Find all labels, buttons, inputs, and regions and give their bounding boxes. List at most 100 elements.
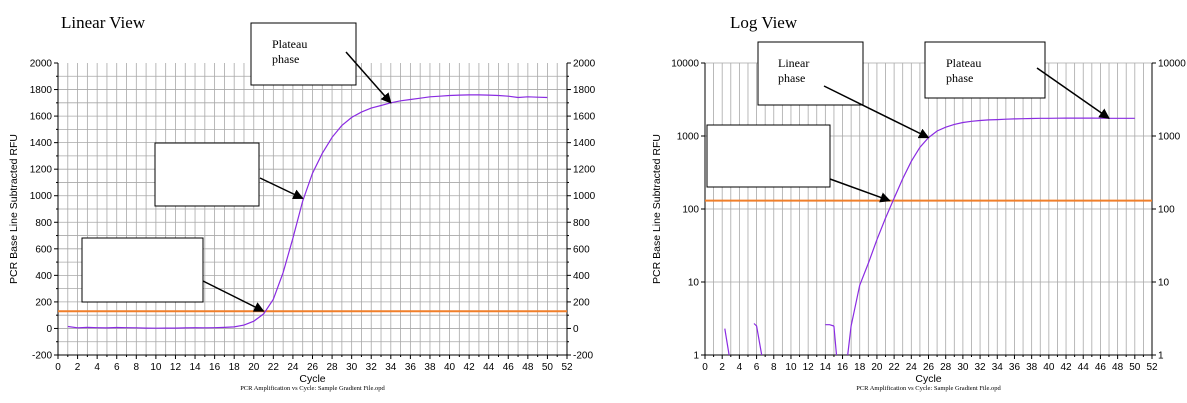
x-tick-label: 14 — [820, 362, 832, 373]
y-tick-label-left: 1400 — [30, 138, 53, 149]
amplification-curve — [833, 325, 838, 356]
x-tick-label: 42 — [464, 362, 476, 373]
amplification-curve — [753, 323, 763, 356]
annotation-label-line: phase — [272, 52, 299, 66]
x-tick-label: 42 — [1060, 362, 1072, 373]
x-tick-label: 4 — [94, 362, 100, 373]
x-tick-label: 24 — [906, 362, 918, 373]
x-tick-label: 50 — [542, 362, 554, 373]
y-tick-label-right: 1000 — [1158, 132, 1181, 143]
x-tick-label: 32 — [366, 362, 378, 373]
x-tick-label: 44 — [483, 362, 495, 373]
y-axis-label: PCR Base Line Subtracted RFU — [651, 134, 663, 284]
x-tick-label: 2 — [75, 362, 81, 373]
x-tick-label: 16 — [209, 362, 221, 373]
x-tick-label: 44 — [1078, 362, 1090, 373]
x-tick-label: 12 — [803, 362, 815, 373]
y-tick-label-right: 1800 — [573, 85, 596, 96]
x-tick-label: 10 — [785, 362, 797, 373]
y-tick-label-right: 0 — [573, 324, 579, 335]
y-tick-label-right: 400 — [573, 271, 590, 282]
x-tick-label: 30 — [346, 362, 358, 373]
y-tick-label-right: -200 — [573, 351, 593, 362]
x-tick-label: 4 — [737, 362, 743, 373]
y-tick-label-left: 800 — [35, 218, 52, 229]
y-tick-label-right: 1 — [1158, 351, 1164, 362]
x-tick-label: 46 — [503, 362, 515, 373]
x-tick-label: 8 — [134, 362, 140, 373]
annotation-label-line: phase — [946, 71, 973, 85]
chart-caption: PCR Amplification vs Cycle: Sample Gradi… — [856, 385, 1001, 392]
annotation-box — [757, 41, 864, 106]
x-tick-label: 40 — [1043, 362, 1055, 373]
y-tick-label-left: 600 — [35, 244, 52, 255]
y-tick-label-left: 1600 — [30, 112, 53, 123]
x-tick-label: 38 — [1026, 362, 1038, 373]
y-tick-label-left: 1000 — [677, 132, 700, 143]
x-tick-label: 34 — [992, 362, 1004, 373]
annotation-box — [706, 124, 831, 188]
x-tick-label: 32 — [975, 362, 987, 373]
x-tick-label: 16 — [837, 362, 849, 373]
annotation-box — [81, 237, 204, 303]
y-tick-label-left: -200 — [32, 351, 52, 362]
x-tick-label: 0 — [702, 362, 708, 373]
x-axis-label: Cycle — [915, 373, 941, 385]
x-tick-label: 38 — [424, 362, 436, 373]
chart-title: Linear View — [61, 13, 146, 32]
y-tick-label-right: 1200 — [573, 165, 596, 176]
x-tick-label: 0 — [55, 362, 61, 373]
annotation-arrow — [202, 280, 265, 312]
y-tick-label-left: 1800 — [30, 85, 53, 96]
x-tick-label: 12 — [170, 362, 182, 373]
x-tick-label: 6 — [754, 362, 760, 373]
x-tick-label: 6 — [114, 362, 120, 373]
x-tick-label: 52 — [1146, 362, 1158, 373]
x-tick-label: 8 — [771, 362, 777, 373]
y-tick-label-right: 100 — [1158, 205, 1175, 216]
annotation-arrow — [823, 85, 930, 139]
y-tick-label-left: 200 — [35, 297, 52, 308]
x-tick-label: 20 — [248, 362, 260, 373]
x-tick-label: 52 — [561, 362, 573, 373]
y-tick-label-right: 800 — [573, 218, 590, 229]
annotation-box — [154, 142, 260, 207]
x-tick-label: 48 — [522, 362, 534, 373]
x-tick-label: 50 — [1129, 362, 1141, 373]
annotation-arrow — [829, 178, 891, 203]
amplification-curve — [67, 94, 548, 329]
x-tick-label: 18 — [854, 362, 866, 373]
x-tick-label: 20 — [871, 362, 883, 373]
x-tick-label: 36 — [1009, 362, 1021, 373]
y-tick-label-left: 400 — [35, 271, 52, 282]
annotation-label: Plateau phase — [946, 56, 981, 85]
annotation-label-line: Plateau — [272, 37, 307, 51]
x-tick-label: 24 — [287, 362, 299, 373]
x-tick-label: 40 — [444, 362, 456, 373]
x-tick-label: 18 — [229, 362, 241, 373]
y-tick-label-right: 200 — [573, 297, 590, 308]
y-tick-label-left: 10000 — [671, 59, 699, 70]
chart-caption: PCR Amplification vs Cycle: Sample Gradi… — [240, 385, 385, 392]
x-tick-label: 28 — [940, 362, 952, 373]
amplification-curve — [825, 324, 835, 327]
x-tick-label: 48 — [1112, 362, 1124, 373]
x-tick-label: 10 — [150, 362, 162, 373]
y-tick-label-right: 2000 — [573, 59, 596, 70]
annotation-label-line: Linear — [778, 56, 809, 70]
amplification-curve — [847, 117, 1135, 356]
annotation-label-line: phase — [778, 71, 805, 85]
x-tick-label: 26 — [307, 362, 319, 373]
y-tick-label-left: 10 — [688, 278, 700, 289]
x-tick-label: 14 — [189, 362, 201, 373]
y-tick-label-left: 1000 — [30, 191, 53, 202]
y-tick-label-left: 1200 — [30, 165, 53, 176]
y-tick-label-right: 10000 — [1158, 59, 1186, 70]
annotation — [154, 142, 304, 207]
annotation-arrow — [259, 177, 304, 200]
y-tick-label-left: 2000 — [30, 59, 53, 70]
x-tick-label: 22 — [889, 362, 901, 373]
annotation-box — [250, 22, 357, 86]
